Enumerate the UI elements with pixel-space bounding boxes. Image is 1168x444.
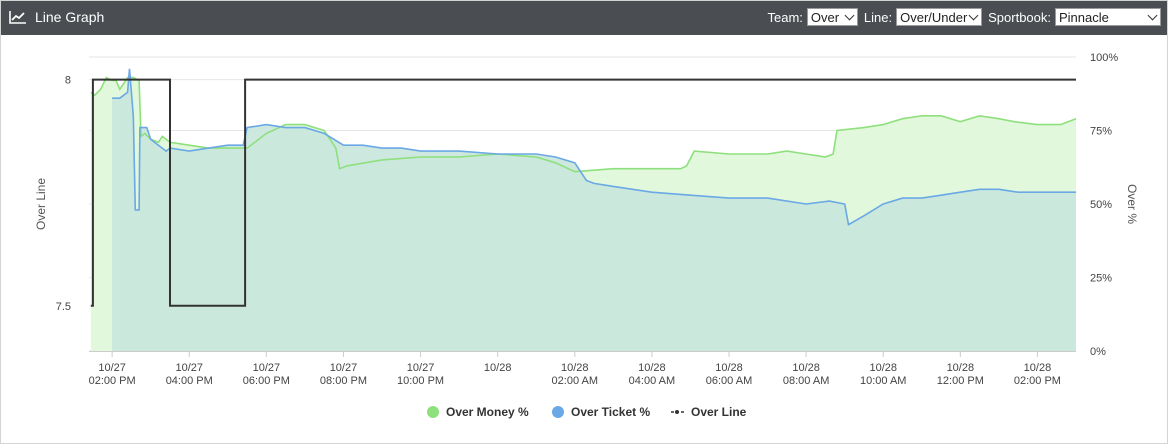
y-right-tick-label: 100% — [1090, 52, 1118, 64]
y-right-tick-label: 25% — [1090, 273, 1112, 285]
legend-money-marker — [427, 406, 439, 418]
x-tick-time-label: 08:00 PM — [320, 375, 367, 387]
x-tick-time-label: 06:00 AM — [706, 375, 752, 387]
team-select-value: Over — [810, 10, 840, 25]
y-left-tick-label: 8 — [65, 75, 71, 87]
y-right-tick-label: 0% — [1090, 346, 1106, 358]
y-right-tick-label: 75% — [1090, 126, 1112, 138]
filter-controls: Team: Over Line: Over/Under Sportbook: P… — [768, 8, 1161, 26]
line-chart-icon — [9, 11, 26, 24]
y-right-axis-title: Over % — [1125, 184, 1139, 224]
x-tick-date-label: 10/27 — [407, 362, 435, 374]
over-ticket-line — [112, 68, 1076, 226]
x-tick-time-label: 10:00 AM — [860, 375, 906, 387]
team-label: Team: — [767, 9, 803, 25]
legend-ticket-label: Over Ticket % — [571, 405, 650, 419]
x-tick-time-label: 02:00 PM — [1014, 375, 1061, 387]
chevron-down-icon — [968, 10, 979, 21]
chevron-down-icon — [1147, 10, 1158, 21]
chevron-down-icon — [844, 10, 855, 21]
team-select[interactable]: Over — [806, 8, 858, 26]
legend-line-dot — [675, 410, 679, 414]
x-tick-date-label: 10/28 — [947, 362, 975, 374]
x-tick-date-label: 10/28 — [484, 362, 512, 374]
line-select[interactable]: Over/Under — [896, 8, 983, 26]
x-tick-date-label: 10/28 — [715, 362, 743, 374]
panel-title: Line Graph — [35, 9, 105, 25]
legend-ticket-marker — [552, 406, 564, 418]
x-tick-date-label: 10/28 — [1024, 362, 1052, 374]
sportbook-select[interactable]: Pinnacle — [1055, 8, 1161, 26]
title-wrap: Line Graph — [9, 9, 104, 25]
x-tick-date-label: 10/28 — [792, 362, 820, 374]
x-tick-time-label: 04:00 PM — [166, 375, 213, 387]
y-left-axis-title: Over Line — [34, 178, 48, 230]
panel-header: Line Graph Team: Over Line: Over/Under S… — [1, 1, 1167, 35]
legend-money-label: Over Money % — [446, 405, 529, 419]
x-tick-time-label: 12:00 PM — [937, 375, 984, 387]
over-line-series — [90, 78, 1076, 307]
sportbook-label: Sportbook: — [988, 9, 1051, 25]
x-tick-time-label: 02:00 AM — [552, 375, 598, 387]
line-chart: 7.580%25%50%75%100%Over Line Over %10/270… — [34, 52, 1139, 419]
x-tick-date-label: 10/28 — [561, 362, 589, 374]
over-money-line — [90, 76, 1077, 173]
sportbook-select-value: Pinnacle — [1059, 10, 1109, 25]
x-tick-date-label: 10/27 — [98, 362, 126, 374]
x-tick-date-label: 10/28 — [869, 362, 897, 374]
x-tick-time-label: 08:00 AM — [783, 375, 829, 387]
y-left-tick-label: 7.5 — [56, 301, 71, 313]
line-select-value: Over/Under — [900, 10, 968, 25]
x-tick-date-label: 10/27 — [175, 362, 203, 374]
y-right-tick-label: 50% — [1090, 199, 1112, 211]
x-tick-time-label: 10:00 PM — [397, 375, 444, 387]
over-ticket-area — [112, 68, 1077, 352]
x-tick-time-label: 06:00 PM — [243, 375, 290, 387]
x-tick-time-label: 04:00 AM — [629, 375, 675, 387]
legend-line-label: Over Line — [691, 405, 747, 419]
line-label: Line: — [863, 9, 893, 25]
x-tick-date-label: 10/27 — [330, 362, 358, 374]
x-tick-date-label: 10/28 — [638, 362, 666, 374]
x-tick-date-label: 10/27 — [253, 362, 281, 374]
x-tick-time-label: 02:00 PM — [89, 375, 136, 387]
